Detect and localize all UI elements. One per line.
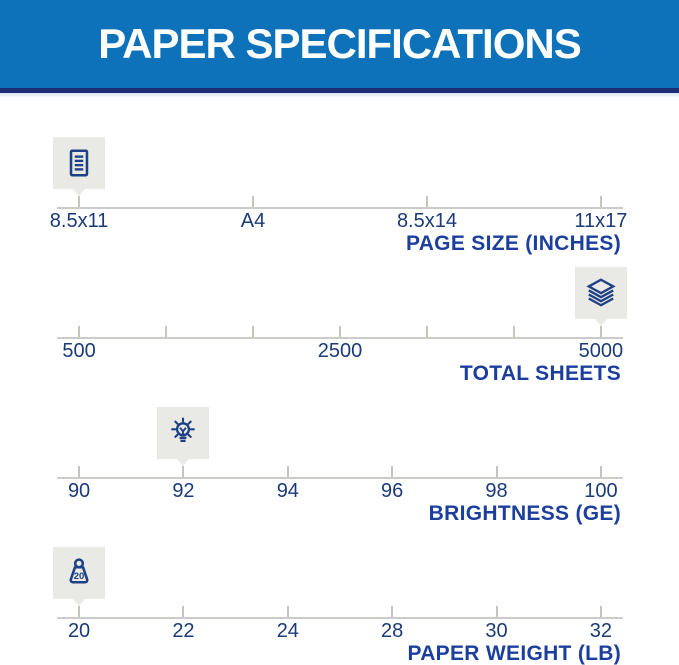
brightness-tick xyxy=(495,466,498,477)
page-size-tick xyxy=(425,196,428,207)
total-sheets-tick xyxy=(599,326,602,337)
scale-paper-weight: 20 20 22 24 28 30 32 PAPER WEIGHT (LB) xyxy=(53,547,623,665)
page-title: PAPER SPECIFICATIONS xyxy=(98,20,582,67)
brightness-tick-label: 98 xyxy=(485,480,508,502)
total-sheets-tick xyxy=(425,326,428,337)
total-sheets-tick xyxy=(339,326,341,337)
sheets-stack-icon xyxy=(586,278,616,307)
brightness-tick-label: 96 xyxy=(381,480,404,502)
brightness-rail xyxy=(57,477,623,479)
brightness-tick xyxy=(599,466,602,477)
paper-weight-tick xyxy=(78,606,81,617)
brightness-title: BRIGHTNESS (GE) xyxy=(428,502,621,525)
page-size-tick xyxy=(252,196,255,207)
brightness-tick-label: 100 xyxy=(584,480,618,502)
paper-weight-tick xyxy=(182,606,185,617)
paper-weight-tick xyxy=(286,606,289,617)
paper-weight-tick-label: 20 xyxy=(67,620,91,642)
total-sheets-tick xyxy=(252,326,255,337)
brightness-tick-label: 94 xyxy=(276,480,299,502)
lightbulb-icon xyxy=(171,417,196,443)
brightness-ticks: 90 92 94 96 98 100 xyxy=(57,407,623,535)
page-size-tick-label: 8.5x11 xyxy=(49,210,109,232)
total-sheets-tick xyxy=(512,326,515,337)
brightness-tick-label: 90 xyxy=(67,480,91,502)
total-sheets-tick-label: 2500 xyxy=(317,340,363,362)
page-size-tick-label: 11x17 xyxy=(574,210,628,232)
paper-weight-tick-label: 28 xyxy=(381,620,404,642)
scale-page-size: 8.5x11 A4 8.5x14 11x17 PAGE SIZE (INCHES) xyxy=(50,137,627,265)
paper-weight-tick xyxy=(495,606,498,617)
total-sheets-icon-badge xyxy=(574,267,627,319)
page-size-tick-label: 8.5x14 xyxy=(396,210,457,232)
page-size-tick xyxy=(599,196,602,207)
page-size-tick-label: A4 xyxy=(240,210,266,232)
page-size-title: PAGE SIZE (INCHES) xyxy=(405,232,621,255)
paper-weight-rail xyxy=(57,617,623,619)
paper-weight-title: PAPER WEIGHT (LB) xyxy=(407,642,621,665)
weight-icon: 20 xyxy=(69,558,89,584)
document-icon xyxy=(69,149,89,177)
page-size-tick xyxy=(78,196,81,207)
paper-weight-tick xyxy=(599,606,602,617)
brightness-tick xyxy=(182,466,185,477)
paper-weight-icon-badge: 20 xyxy=(53,547,106,599)
total-sheets-ticks: 500 2500 5000 xyxy=(57,267,623,395)
paper-weight-ticks: 20 22 24 28 30 32 xyxy=(57,547,623,665)
paper-weight-tick-label: 30 xyxy=(485,620,508,642)
paper-weight-tick-label: 22 xyxy=(172,620,195,642)
total-sheets-tick xyxy=(165,326,168,337)
total-sheets-tick-label: 5000 xyxy=(578,340,624,362)
header-banner: PAPER SPECIFICATIONS xyxy=(0,0,679,93)
total-sheets-title: TOTAL SHEETS xyxy=(459,362,621,385)
brightness-tick xyxy=(78,466,81,477)
paper-weight-tick-label: 24 xyxy=(276,620,299,642)
scale-total-sheets: 500 2500 5000 TOTAL SHEETS xyxy=(57,267,627,395)
total-sheets-tick xyxy=(78,326,81,337)
page-size-icon-badge xyxy=(53,137,106,189)
paper-weight-tick xyxy=(391,606,394,617)
brightness-tick xyxy=(286,466,289,477)
brightness-tick-label: 92 xyxy=(172,480,195,502)
brightness-icon-badge xyxy=(157,407,210,459)
paper-weight-tick-label: 32 xyxy=(589,620,613,642)
page-size-rail xyxy=(57,207,623,209)
total-sheets-tick-label: 500 xyxy=(62,340,96,362)
scale-brightness: 90 92 94 96 98 100 BRIGHTNESS (GE) xyxy=(57,407,623,535)
weight-icon-value: 20 xyxy=(74,571,85,582)
banner-bottom-fade xyxy=(0,93,679,98)
brightness-tick xyxy=(391,466,394,477)
total-sheets-rail xyxy=(57,337,623,339)
page-size-ticks: 8.5x11 A4 8.5x14 11x17 xyxy=(50,137,627,265)
